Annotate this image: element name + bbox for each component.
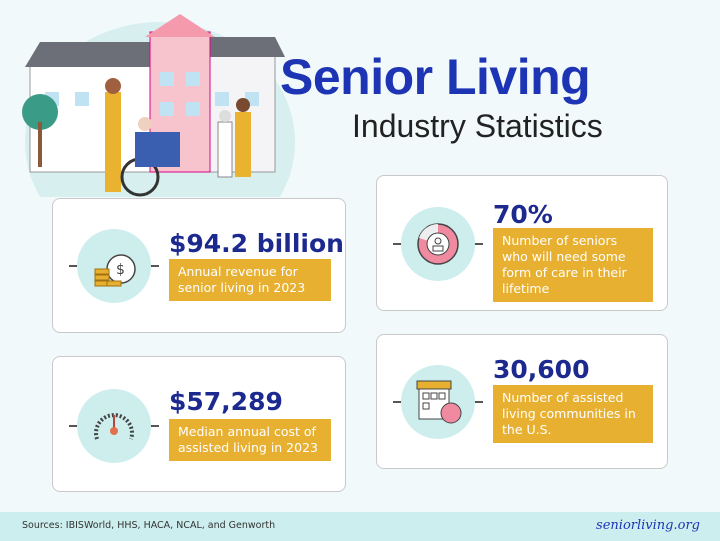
gauge-icon (94, 413, 134, 440)
stat-card-care-need: 70% Number of seniors who will need some… (376, 175, 668, 311)
stat-card-revenue: $ $94.2 billion Annual revenue for senio… (52, 198, 346, 333)
stat-description: Number of assisted living communities in… (493, 385, 653, 443)
stat-description: Number of seniors who will need some for… (493, 228, 653, 302)
stat-value: $94.2 billion (169, 229, 344, 258)
sources-text: Sources: IBISWorld, HHS, HACA, NCAL, and… (22, 520, 276, 531)
stat-description: Annual revenue for senior living in 2023 (169, 259, 331, 301)
building-icon (416, 380, 462, 424)
page-title: Senior Living (280, 49, 591, 105)
stat-card-median-cost: $57,289 Median annual cost of assisted l… (52, 356, 346, 492)
stat-value: $57,289 (169, 387, 283, 416)
senior-living-building-illustration (22, 14, 295, 197)
footer: Sources: IBISWorld, HHS, HACA, NCAL, and… (0, 512, 720, 541)
stat-value: 30,600 (493, 355, 590, 384)
stat-card-communities: 30,600 Number of assisted living communi… (376, 334, 668, 469)
brand-logo: seniorliving.org (596, 518, 700, 533)
money-bag-coins-icon: $ (94, 254, 136, 287)
stat-description: Median annual cost of assisted living in… (169, 419, 331, 461)
page-subtitle: Industry Statistics (352, 108, 603, 144)
svg-text:$: $ (116, 262, 125, 278)
stat-value: 70% (493, 200, 553, 229)
pie-senior-icon (417, 223, 459, 265)
